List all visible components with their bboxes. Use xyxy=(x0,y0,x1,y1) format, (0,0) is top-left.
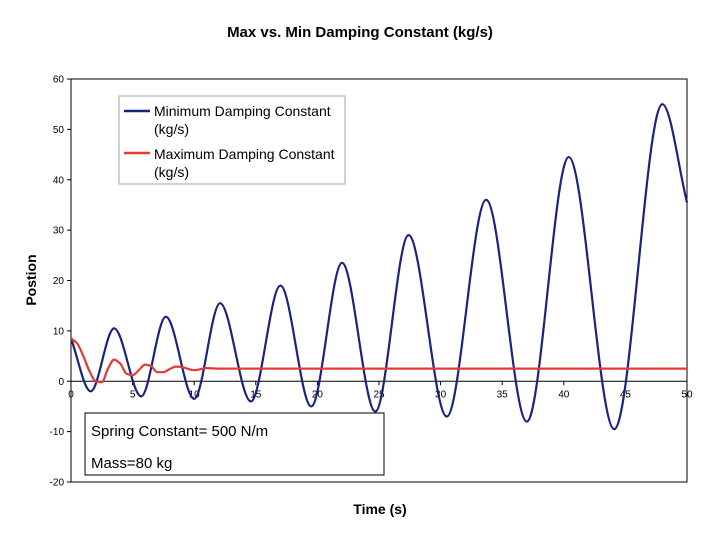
legend-label-max-line1: Maximum Damping Constant xyxy=(154,146,335,162)
spring-constant-label: Spring Constant= 500 N/m xyxy=(91,423,268,440)
x-tick-label: 40 xyxy=(558,389,570,400)
y-tick-label: 10 xyxy=(53,326,65,337)
x-tick-label: 0 xyxy=(68,389,74,400)
parameter-note: Spring Constant= 500 N/m Mass=80 kg xyxy=(84,412,385,476)
y-tick-label: 20 xyxy=(53,276,65,287)
legend-label-max-line2: (kg/s) xyxy=(154,164,189,180)
y-tick-label: 60 xyxy=(53,75,65,86)
series-line-maximum-damping xyxy=(70,337,687,384)
x-tick-label: 30 xyxy=(435,389,447,400)
y-tick-label: 0 xyxy=(58,377,64,388)
x-tick-label: 45 xyxy=(620,389,632,400)
series-lines xyxy=(69,103,689,431)
mass-label: Mass=80 kg xyxy=(91,455,172,472)
y-tick-label: 50 xyxy=(53,125,65,136)
y-tick-label: 30 xyxy=(53,226,65,237)
x-axis-title: Time (s) xyxy=(353,501,406,517)
x-tick-label: 5 xyxy=(130,389,136,400)
x-tick-label: 10 xyxy=(189,389,201,400)
y-tick-label: 40 xyxy=(53,175,65,186)
y-tick-label: -10 xyxy=(50,427,65,438)
series-line-minimum-damping xyxy=(69,103,689,431)
legend-label-min-line1: Minimum Damping Constant xyxy=(154,103,331,119)
legend: Minimum Damping Constant (kg/s) Maximum … xyxy=(118,95,346,185)
chart-title: Max vs. Min Damping Constant (kg/s) xyxy=(227,24,493,41)
x-tick-label: 35 xyxy=(497,389,509,400)
parameter-note-box xyxy=(84,412,385,476)
legend-label-min-line2: (kg/s) xyxy=(154,121,189,137)
y-axis-title: Postion xyxy=(23,254,39,305)
legend-box xyxy=(118,95,346,185)
x-tick-label: 50 xyxy=(681,389,693,400)
y-tick-label: -20 xyxy=(50,478,65,489)
x-tick-label: 25 xyxy=(373,389,385,400)
